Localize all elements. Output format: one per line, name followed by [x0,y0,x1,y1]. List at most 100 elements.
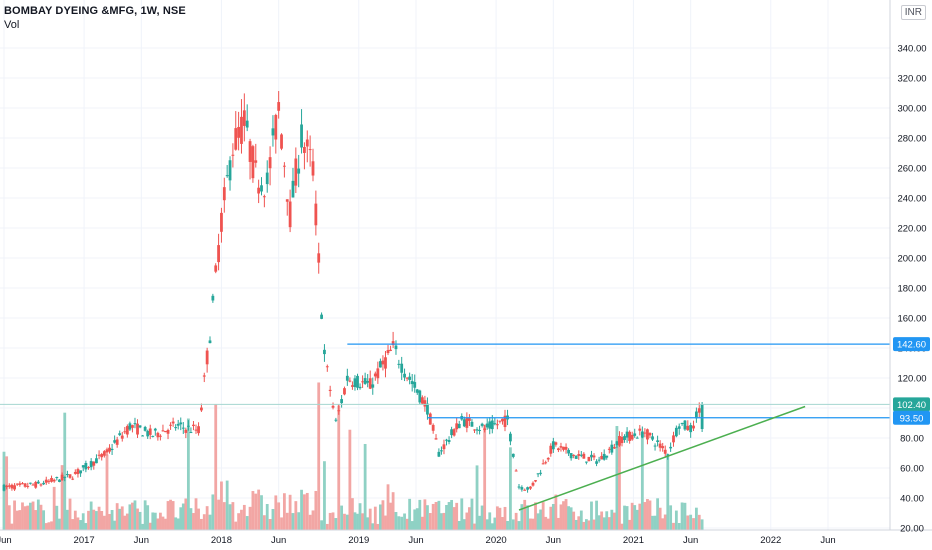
candle-body [420,397,424,404]
candle-body [567,449,570,454]
volume-bar [288,494,292,530]
candle-body [584,461,588,463]
candle-body [400,363,404,373]
candle-body [343,388,346,395]
candle-body [108,447,111,452]
candle-body [546,457,550,460]
volume-bar [110,510,114,530]
candle-body [159,435,162,437]
volume-bar [529,518,532,530]
candle-body [169,424,172,426]
volume-bar [297,512,301,530]
candle-body [384,357,387,369]
volume-bar [102,515,106,530]
volume-bar [133,500,137,530]
candle-body [361,381,364,383]
volume-bar [403,513,406,530]
candle-body [539,472,543,474]
volume-bar [303,494,306,530]
candle-body [200,407,203,411]
volume-bar [125,513,129,530]
candle-body [526,487,529,490]
candle-body [394,345,398,350]
volume-bar [314,490,318,530]
volume-bar [373,506,377,530]
candle-body [305,139,309,147]
candle-body [520,487,524,490]
candle-body [582,453,586,459]
candle-body [58,479,61,482]
candle-body [403,373,406,378]
candle-body [529,486,532,489]
volume-bar [197,508,200,530]
candle-body [260,185,263,192]
volume-bar [501,517,504,530]
x-tick-label: Jun [820,535,835,546]
volume-bar [73,510,77,530]
candle-body [102,451,106,456]
volume-bar [143,500,147,530]
candle-body [669,446,673,449]
volume-bar [29,502,32,530]
x-tick-label: Jun [271,535,286,546]
candle-body [470,421,474,427]
volume-bar [692,518,695,530]
candle-body [625,431,629,438]
volume-bar [58,518,61,530]
candle-body [445,439,448,441]
candle-body [87,467,90,469]
x-tick-label: 2017 [74,535,95,546]
candle-body [697,408,701,413]
candle-body [138,425,142,428]
candle-body [663,449,667,454]
candle-body [26,485,30,487]
volume-bar [97,506,101,530]
candle-body [523,489,527,491]
volume-bar [633,505,637,530]
candle-body [534,480,537,482]
candle-body [214,265,218,272]
volume-bar [115,503,119,530]
candle-body [297,168,301,174]
x-tick-label: 2019 [348,535,369,546]
volume-bar [584,519,588,530]
candle-body [353,378,357,388]
candle-body [437,451,441,457]
y-tick-label: 60.00 [900,464,924,475]
candle-body [245,120,249,128]
candle-body [615,441,619,446]
y-tick-label: 320.00 [897,74,926,85]
candle-body [179,422,183,425]
candle-body [541,463,545,465]
candle-body [610,444,614,453]
candle-body [450,429,454,436]
volume-bar [271,508,275,530]
candle-body [2,484,6,491]
candle-body [554,442,558,445]
volume-bar [368,508,372,530]
candle-body [300,124,303,148]
currency-badge[interactable]: INR [900,5,926,20]
trend-line [518,405,806,511]
candle-body [358,386,362,389]
volume-bar [648,500,652,530]
candle-body [314,203,318,226]
volume-bar [52,486,56,530]
volume-bar [5,456,9,530]
candle-body [120,435,124,439]
x-tick-label: Jun [546,535,561,546]
volume-bar [689,514,693,530]
volume-bar [618,442,621,530]
candle-body [415,389,419,393]
candle-body [151,435,155,437]
volume-bar [323,461,326,530]
y-tick-label: 20.00 [900,524,924,535]
candle-body [211,295,215,301]
volume-bar [653,515,657,530]
candle-body [123,431,127,433]
candle-body [447,440,451,442]
volume-bar [428,513,432,530]
candle-body [579,454,583,456]
candle-body [285,199,289,202]
